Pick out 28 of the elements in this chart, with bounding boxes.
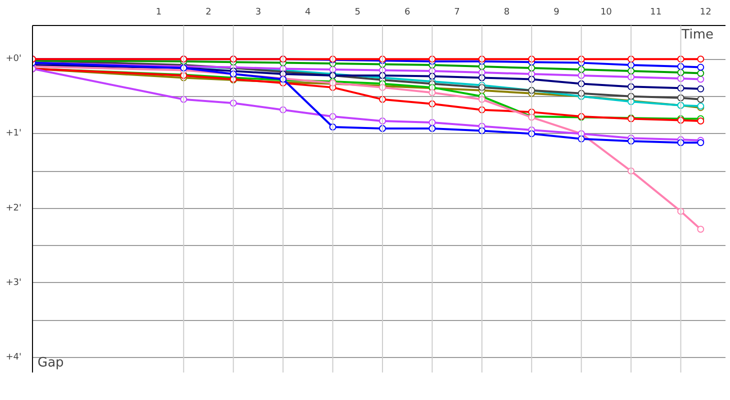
point [697,139,704,146]
y-tick-label: +3' [6,278,22,288]
x-tick-label: 2 [206,8,212,18]
y-tick-label: +2' [6,203,22,214]
x-axis-title: Time [680,28,714,42]
y-tick-label: +1' [6,128,22,139]
x-tick-label: 4 [305,8,312,18]
point [697,76,704,83]
point [697,118,704,125]
x-tick-label: 1 [156,8,162,18]
y-tick-label: +4' [6,352,22,363]
x-tick-label: 6 [404,8,410,18]
x-tick-label: 12 [700,8,712,18]
y-tick-label: +0' [6,54,22,64]
point [697,96,704,103]
x-tick-label: 5 [354,8,360,18]
x-tick-label: 3 [255,8,262,18]
x-tick-label: 11 [650,8,662,18]
point [697,56,704,63]
x-tick-label: 7 [454,8,460,18]
point [697,226,704,233]
point [697,70,704,77]
x-tick-label: 10 [600,8,612,18]
x-tick-label: 9 [554,8,560,18]
point [697,85,704,92]
point [697,64,704,71]
x-tick-label: 8 [504,8,510,18]
y-axis-title: Gap [38,356,64,370]
